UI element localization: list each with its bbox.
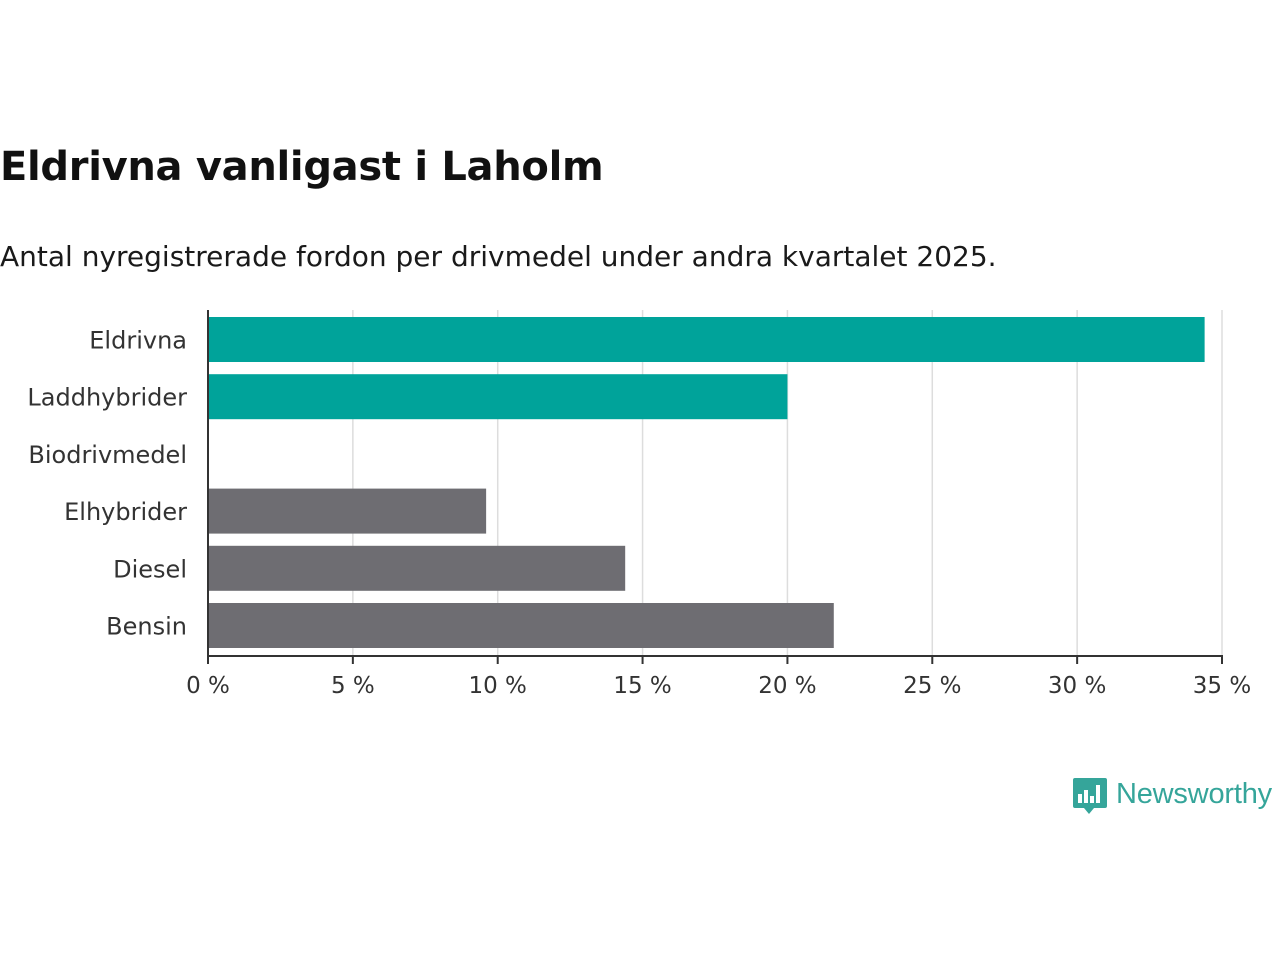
x-tick-label: 35 % xyxy=(1193,673,1251,699)
bar-eldrivna xyxy=(208,317,1205,362)
x-tick-label: 0 % xyxy=(186,673,230,699)
bar-elhybrider xyxy=(208,488,487,534)
category-label: Eldrivna xyxy=(89,327,187,355)
x-tick-label: 25 % xyxy=(903,673,961,699)
newsworthy-logo-icon xyxy=(1073,778,1107,814)
bars xyxy=(208,317,1205,648)
chart-title: Eldrivna vanligast i Laholm xyxy=(0,144,604,190)
bar-diesel xyxy=(208,545,626,591)
bar-chart: 0 % 5 % 10 % 15 % 20 % 25 % 30 % 35 % Eldrivna L… xyxy=(27,310,1251,699)
bar-laddhybrider xyxy=(208,374,788,420)
chart-subtitle: Antal nyregistrerade fordon per drivmede… xyxy=(0,240,997,273)
newsworthy-logo-text: Newsworthy xyxy=(1116,777,1272,810)
x-tick-label: 5 % xyxy=(331,673,375,699)
category-label: Laddhybrider xyxy=(27,384,187,412)
x-tick-label: 30 % xyxy=(1048,673,1106,699)
gridlines xyxy=(352,310,1223,656)
newsworthy-logo: Newsworthy xyxy=(1072,776,1272,820)
category-label: Elhybrider xyxy=(64,498,187,526)
bar-bensin xyxy=(208,603,834,648)
x-axis: 0 % 5 % 10 % 15 % 20 % 25 % 30 % 35 % xyxy=(186,310,1251,699)
category-label: Biodrivmedel xyxy=(28,441,187,469)
category-label: Bensin xyxy=(106,613,187,641)
category-labels: Eldrivna Laddhybrider Biodrivmedel Elhybrid… xyxy=(27,327,187,641)
x-tick-label: 15 % xyxy=(613,673,671,699)
x-tick-label: 10 % xyxy=(468,673,526,699)
x-tick-label: 20 % xyxy=(758,673,816,699)
category-label: Diesel xyxy=(113,555,187,583)
